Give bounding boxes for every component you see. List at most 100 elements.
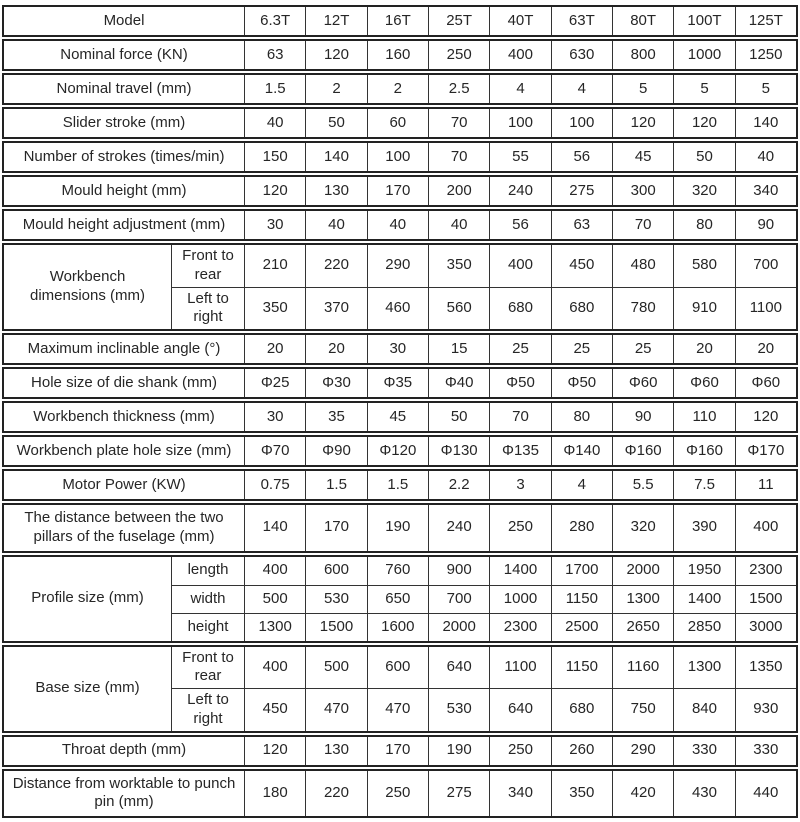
table-cell: 3 (489, 471, 550, 499)
table-cell: 650 (366, 584, 428, 613)
table-cell: Φ60 (734, 369, 796, 397)
table-cell: 240 (489, 177, 550, 205)
table-cell: 25 (550, 335, 612, 363)
table-cell: 30 (244, 403, 305, 431)
table-cell: 500 (244, 584, 306, 613)
row-label: Mould height adjustment (mm) (22, 215, 226, 233)
row-label: Workbench plate hole size (mm) (16, 441, 232, 459)
table-cell: Φ120 (366, 437, 428, 465)
table-cell: 300 (611, 177, 673, 205)
table-cell: 1950 (673, 556, 734, 585)
table-cell: 220 (305, 245, 366, 287)
table-cell: 170 (366, 736, 428, 765)
row-label: Throat depth (mm) (61, 741, 187, 759)
table-cell: 2.2 (427, 471, 489, 499)
table-cell: 450 (244, 688, 306, 731)
table-cell: 140 (244, 505, 305, 551)
table-cell: 130 (305, 177, 366, 205)
table-cell: 120 (244, 736, 305, 765)
column-header: 80T (611, 7, 673, 35)
table-cell: 50 (427, 403, 489, 431)
table-cell: 1300 (244, 612, 306, 641)
table-cell: Φ135 (489, 437, 550, 465)
table-cell: 640 (427, 646, 489, 688)
table-cell: 1250 (734, 41, 796, 69)
table-cell: 400 (734, 505, 796, 551)
table-cell: 0.75 (244, 471, 305, 499)
table-cell: 440 (734, 770, 796, 816)
table-cell: 275 (550, 177, 612, 205)
table-cell: Φ60 (673, 369, 734, 397)
table-cell: 30 (366, 335, 428, 363)
table-row-group: Slider stroke (mm) 40 50 60 70 100 100 120 120 14… (2, 107, 798, 139)
table-row-group: Nominal travel (mm) 1.5 2 2 2.5 4 4 5 5 5 (2, 73, 798, 105)
subrow-label: Front to rear (171, 646, 244, 688)
subrow-label: Left to right (171, 286, 244, 329)
table-cell: 600 (366, 646, 428, 688)
table-cell: 700 (734, 245, 796, 287)
table-cell: 100 (489, 109, 550, 137)
table-cell: 530 (305, 584, 367, 613)
table-row-group: Throat depth (mm) 120 130 170 190 250 260 290 33… (2, 734, 798, 767)
table-cell: 600 (305, 556, 366, 585)
table-cell: 1000 (673, 41, 734, 69)
table-cell: 2300 (489, 612, 551, 641)
table-cell: 2000 (611, 556, 673, 585)
table-cell: 1500 (734, 584, 796, 613)
table-cell: 250 (489, 505, 550, 551)
table-cell: 1300 (611, 584, 674, 613)
table-cell: 2 (366, 75, 428, 103)
table-cell: 1160 (611, 646, 673, 688)
table-row-group: Maximum inclinable angle (°) 20 20 30 15 25 25… (2, 333, 798, 365)
table-cell: 470 (366, 688, 428, 731)
table-cell: 400 (244, 646, 305, 688)
table-cell: Φ70 (244, 437, 305, 465)
table-cell: 4 (550, 75, 612, 103)
table-cell: 320 (611, 505, 673, 551)
table-cell: 500 (305, 646, 366, 688)
table-cell: 70 (611, 211, 673, 239)
table-cell: Φ170 (734, 437, 796, 465)
table-cell: Φ50 (489, 369, 550, 397)
table-cell: Φ50 (550, 369, 612, 397)
table-cell: 930 (734, 688, 796, 731)
row-category-label: Workbench dimensions (mm) (29, 268, 146, 304)
table-cell: 20 (734, 335, 796, 363)
table-header-row: Model 6.3T 12T 16T 25T 40T 63T 80T 100T 125T (2, 5, 798, 37)
table-cell: 400 (244, 556, 305, 585)
table-cell: 1700 (550, 556, 612, 585)
column-header: 63T (550, 7, 612, 35)
row-label: Maximum inclinable angle (°) (27, 339, 221, 357)
table-cell: 1400 (489, 556, 550, 585)
table-cell: 210 (244, 245, 305, 287)
table-cell: 250 (489, 736, 550, 765)
table-cell: 120 (673, 109, 734, 137)
column-header: 6.3T (244, 7, 305, 35)
table-cell: 910 (673, 286, 735, 329)
table-cell: 1150 (550, 646, 612, 688)
table-cell: 450 (550, 245, 612, 287)
table-cell: 15 (427, 335, 489, 363)
table-cell: 140 (734, 109, 796, 137)
table-cell: 1600 (366, 612, 428, 641)
table-cell: 350 (550, 770, 612, 816)
table-cell: 1.5 (366, 471, 428, 499)
table-cell: 2500 (550, 612, 612, 641)
table-row-group: Base size (mm) Front to rear 400 500 600 640 1… (2, 644, 798, 733)
table-cell: Φ25 (244, 369, 305, 397)
table-row-group: Profile size (mm) length 400 600 760 900 1400 1… (2, 554, 798, 643)
table-cell: 60 (366, 109, 428, 137)
table-cell: 40 (427, 211, 489, 239)
table-row-group: Workbench thickness (mm) 30 35 45 50 70 80 90 11… (2, 401, 798, 433)
table-cell: 1000 (489, 584, 551, 613)
table-cell: 250 (366, 770, 428, 816)
table-cell: 200 (427, 177, 489, 205)
table-cell: 800 (611, 41, 673, 69)
table-cell: 680 (550, 286, 612, 329)
table-cell: Φ160 (611, 437, 673, 465)
table-cell: 150 (244, 143, 305, 171)
row-category-label: Base size (mm) (35, 679, 140, 697)
table-cell: 760 (366, 556, 428, 585)
table-cell: 90 (734, 211, 796, 239)
table-row-group: Workbench plate hole size (mm) Φ70 Φ90 Φ120… (2, 435, 798, 467)
